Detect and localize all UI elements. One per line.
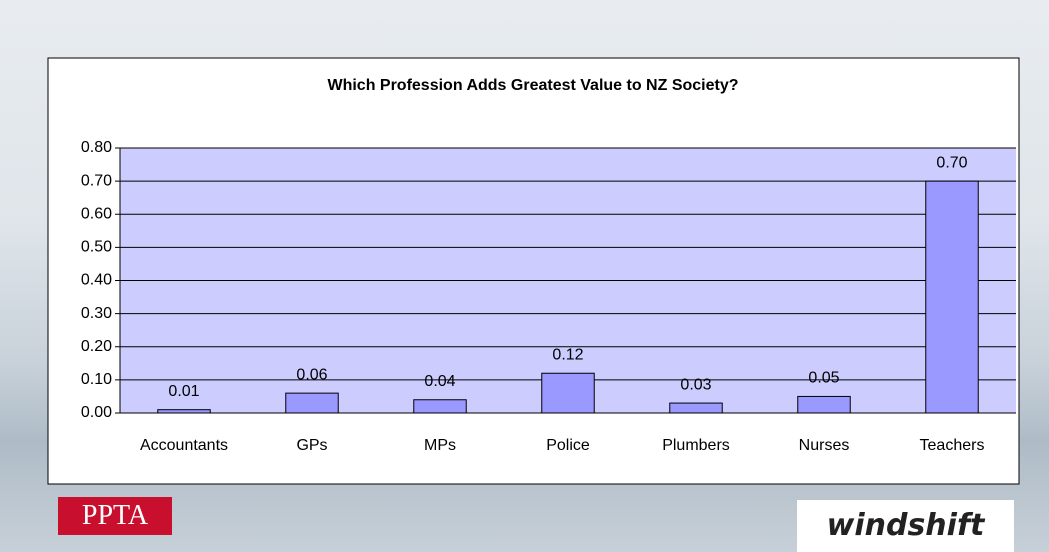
bar <box>925 180 979 414</box>
value-label: 0.01 <box>168 383 199 400</box>
chart-title: Which Profession Adds Greatest Value to … <box>327 77 738 94</box>
x-tick-label: MPs <box>424 437 456 454</box>
bar <box>413 399 467 414</box>
y-tick-label: 0.60 <box>81 205 112 222</box>
y-tick-label: 0.70 <box>81 172 112 189</box>
x-tick-label: Plumbers <box>662 437 730 454</box>
y-tick-label: 0.40 <box>81 272 112 289</box>
y-tick-label: 0.10 <box>81 371 112 388</box>
value-label: 0.12 <box>552 346 583 363</box>
y-tick-label: 0.20 <box>81 338 112 355</box>
y-tick-label: 0.00 <box>81 404 112 421</box>
value-label: 0.04 <box>424 373 455 390</box>
bar <box>797 395 851 414</box>
logo: windshift <box>797 500 1014 552</box>
bar <box>669 402 723 414</box>
y-tick-label: 0.50 <box>81 239 112 256</box>
x-tick-label: Teachers <box>920 437 985 454</box>
x-tick-label: GPs <box>296 437 327 454</box>
logo: PPTA <box>58 497 172 535</box>
x-tick-label: Accountants <box>140 437 228 454</box>
value-label: 0.06 <box>296 366 327 383</box>
x-tick-label: Police <box>546 437 590 454</box>
bar <box>285 392 339 414</box>
y-tick-label: 0.80 <box>81 139 112 156</box>
x-tick-label: Nurses <box>799 437 850 454</box>
bar <box>157 409 211 414</box>
y-tick-label: 0.30 <box>81 305 112 322</box>
value-label: 0.70 <box>936 154 967 171</box>
bar <box>541 372 595 414</box>
value-label: 0.03 <box>680 376 711 393</box>
value-label: 0.05 <box>808 370 839 387</box>
